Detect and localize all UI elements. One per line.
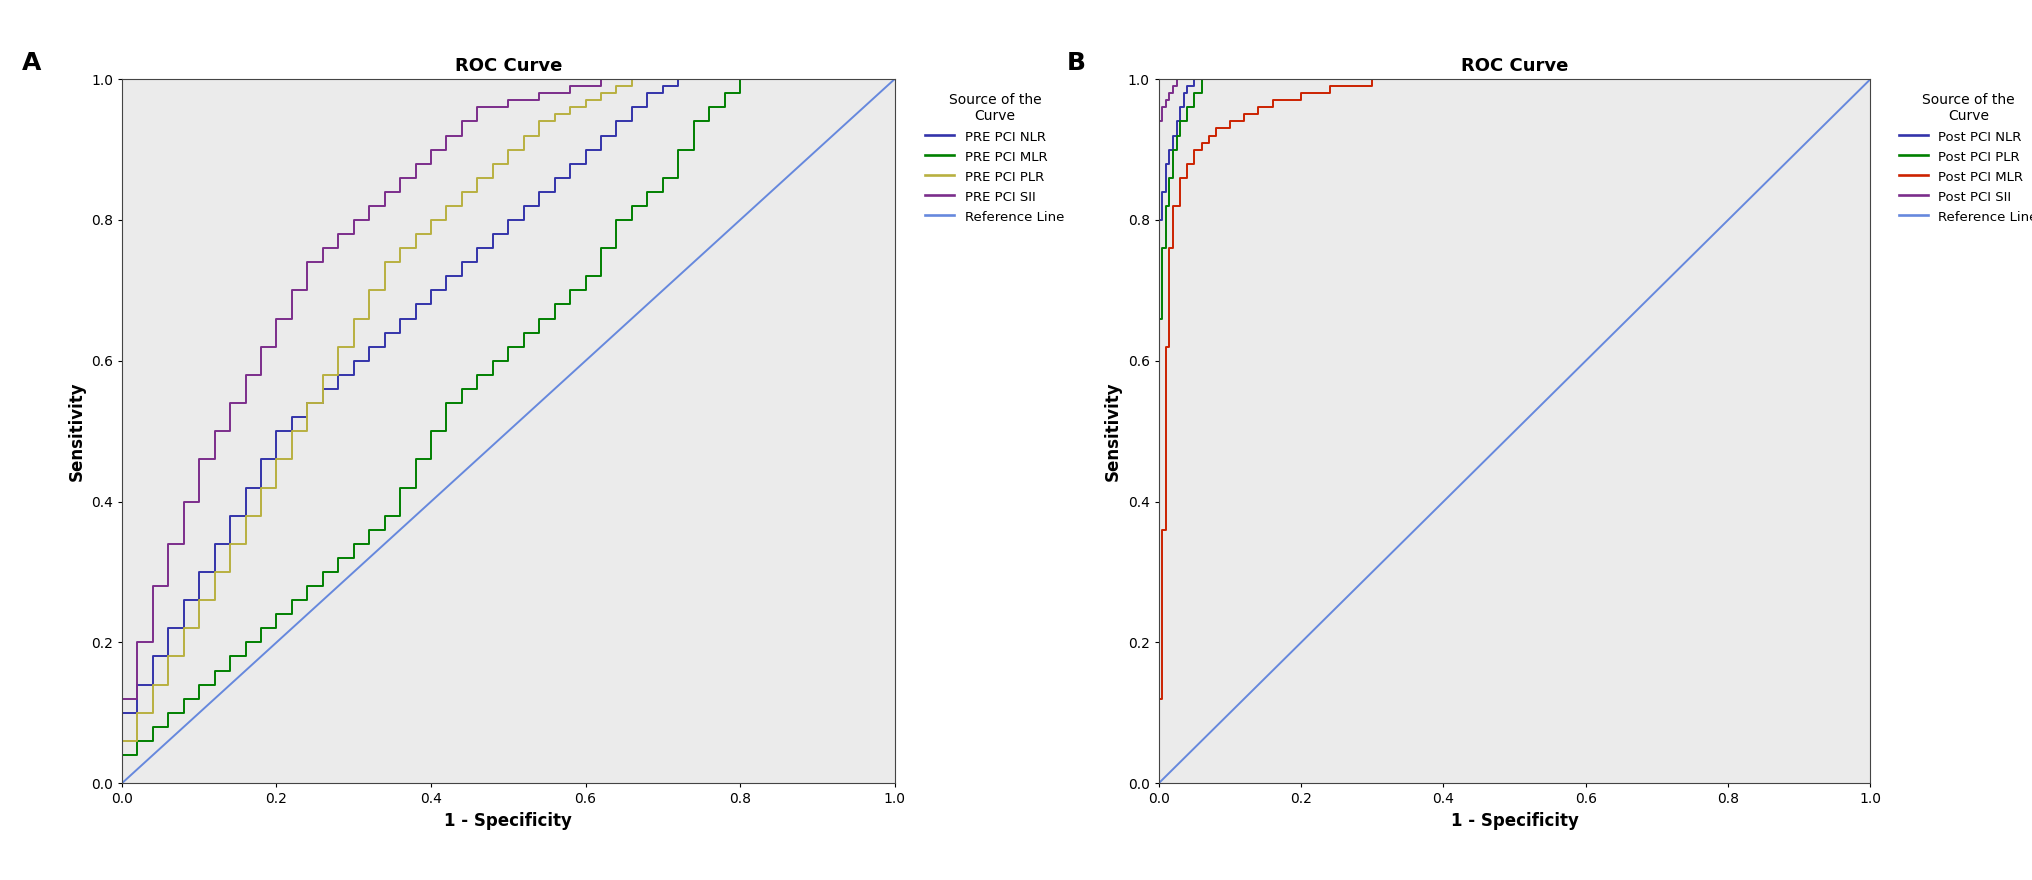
Legend: PRE PCI NLR, PRE PCI MLR, PRE PCI PLR, PRE PCI SII, Reference Line: PRE PCI NLR, PRE PCI MLR, PRE PCI PLR, P… [925,93,1065,224]
Legend: Post PCI NLR, Post PCI PLR, Post PCI MLR, Post PCI SII, Reference Line: Post PCI NLR, Post PCI PLR, Post PCI MLR… [1898,93,2032,224]
Text: B: B [1065,51,1085,75]
Title: ROC Curve: ROC Curve [1461,57,1567,75]
Y-axis label: Sensitivity: Sensitivity [1103,381,1122,481]
X-axis label: 1 - Specificity: 1 - Specificity [1451,811,1577,830]
Title: ROC Curve: ROC Curve [455,57,561,75]
X-axis label: 1 - Specificity: 1 - Specificity [445,811,571,830]
Y-axis label: Sensitivity: Sensitivity [67,381,85,481]
Text: A: A [22,51,41,75]
